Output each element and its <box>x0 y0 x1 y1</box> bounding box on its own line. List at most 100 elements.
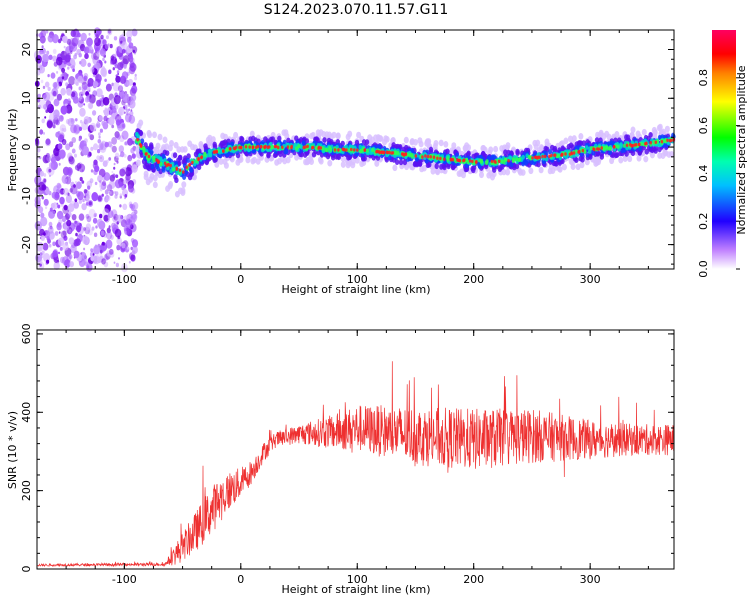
ridge-blob <box>425 138 431 146</box>
noise-blob <box>39 48 44 55</box>
noise-blob <box>59 124 67 133</box>
ridge-blob <box>382 150 386 155</box>
x-tick-label: 100 <box>347 573 368 586</box>
noise-blob <box>134 76 138 81</box>
x-tick-label: -100 <box>112 573 137 586</box>
noise-blob <box>58 149 66 159</box>
y-tick-label: -20 <box>20 236 33 254</box>
noise-blob <box>36 63 43 71</box>
noise-blob <box>51 210 56 215</box>
noise-blob <box>122 93 130 103</box>
ridge-blob <box>492 167 497 173</box>
ridge-blob <box>424 154 427 158</box>
y-tick-label: -10 <box>20 187 33 205</box>
noise-blob <box>70 58 75 65</box>
noise-blob <box>52 241 56 247</box>
ridge-blob <box>503 149 508 156</box>
noise-blob <box>101 241 105 246</box>
x-tick-label: 200 <box>463 273 484 286</box>
noise-blob <box>107 210 114 219</box>
noise-blob <box>88 94 96 104</box>
noise-blob <box>74 153 77 158</box>
ridge-blob <box>390 137 396 144</box>
noise-blob <box>76 163 82 170</box>
ridge-blob <box>393 150 397 155</box>
ridge-blob <box>500 159 504 164</box>
noise-blob <box>121 242 126 249</box>
noise-blob <box>71 137 77 143</box>
ridge-blob <box>493 145 499 153</box>
ridge-blob <box>169 140 174 147</box>
ridge-blob <box>175 166 178 170</box>
ridge-blob <box>368 147 373 152</box>
ridge-blob <box>434 163 439 170</box>
noise-blob <box>98 132 101 136</box>
noise-blob <box>114 194 118 199</box>
noise-blob <box>124 227 130 236</box>
ridge-blob <box>509 162 514 168</box>
spectrogram-y-ticks: -20 -10 0 10 20 <box>20 29 674 265</box>
noise-blob <box>39 51 44 57</box>
ridge-blob <box>350 161 356 169</box>
noise-blob <box>87 228 93 236</box>
noise-blob <box>67 66 70 70</box>
ridge-blob <box>479 171 484 179</box>
ridge-blob <box>147 131 153 139</box>
ridge-blob <box>347 130 353 138</box>
ridge-blob <box>304 145 307 149</box>
noise-blob <box>104 43 109 50</box>
ridge-blob <box>547 167 553 175</box>
noise-blob <box>130 100 136 108</box>
noise-blob <box>52 121 56 125</box>
noise-blob <box>109 189 114 196</box>
noise-blob <box>62 205 70 215</box>
ridge-blob <box>429 155 433 159</box>
ridge-blob <box>572 151 576 155</box>
noise-blob <box>113 261 116 264</box>
noise-blob <box>85 223 91 231</box>
ridge-blob <box>186 153 191 160</box>
noise-blob <box>74 78 79 85</box>
ridge-blob <box>329 147 333 152</box>
noise-blob <box>101 120 106 126</box>
noise-blob <box>74 52 78 57</box>
ridge-blob <box>471 159 474 164</box>
noise-blob <box>97 195 102 202</box>
noise-blob <box>42 53 49 63</box>
ridge-blob <box>147 154 151 159</box>
ridge-blob <box>458 159 462 163</box>
noise-blob <box>49 207 53 212</box>
noise-blob <box>79 223 82 227</box>
noise-blob <box>88 89 91 93</box>
noise-blob <box>56 210 64 220</box>
ridge-blob <box>417 161 423 167</box>
ridge-blob <box>172 167 176 172</box>
noise-blob <box>45 138 51 145</box>
noise-blob <box>38 64 45 74</box>
noise-blob <box>52 82 58 89</box>
noise-blob <box>66 167 73 176</box>
noise-blob <box>59 246 63 251</box>
noise-blob <box>78 143 84 151</box>
noise-blob <box>61 215 67 223</box>
ridge-blob <box>669 138 673 143</box>
ridge-blob <box>528 167 534 175</box>
noise-blob <box>65 143 71 151</box>
ridge-blob <box>585 145 589 150</box>
ridge-blob <box>197 157 200 162</box>
ridge-blob <box>331 131 337 139</box>
noise-blob <box>96 99 102 107</box>
noise-blob <box>80 93 83 97</box>
ridge-blob <box>451 164 456 170</box>
ridge-blob <box>340 161 346 168</box>
colorbar-label: Normalized spectral amplitude <box>735 65 748 234</box>
ridge-blob <box>662 149 668 156</box>
ridge-blob <box>322 137 327 143</box>
ridge-blob <box>317 145 321 149</box>
ridge-blob <box>215 149 218 154</box>
noise-blob <box>77 75 83 84</box>
ridge-blob <box>649 141 652 145</box>
ridge-blob <box>232 146 236 150</box>
noise-blob <box>56 56 63 66</box>
